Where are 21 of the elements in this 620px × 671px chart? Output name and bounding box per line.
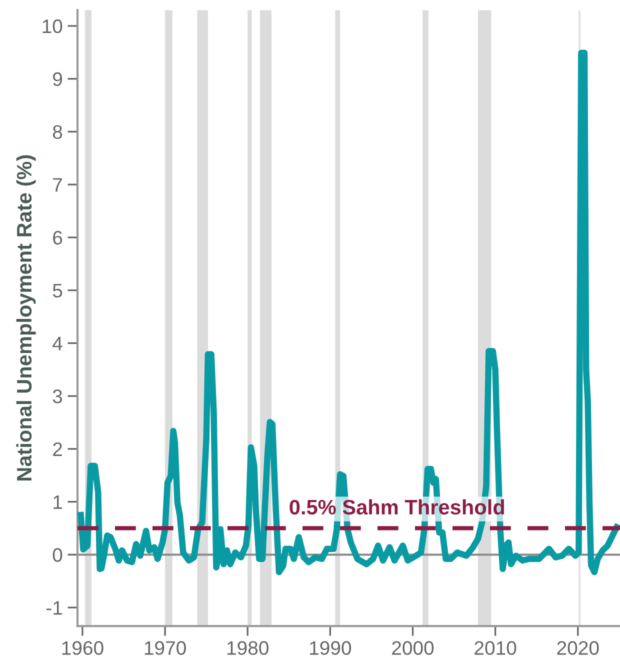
y-tick-label: 6 [53,230,62,245]
y-tick-label: 8 [52,125,62,139]
y-tick-label: 2 [53,442,62,456]
y-tick-label: 3 [52,390,62,404]
x-tick-label: 2010 [474,641,516,655]
x-tick-label: 1960 [62,641,104,655]
x-tick-label: 1990 [310,641,352,655]
y-tick-label: 1 [54,495,62,509]
y-tick-label: 10 [42,19,62,34]
y-tick-label: 9 [53,72,62,86]
y-tick-label: 4 [52,336,62,350]
x-tick-label: 2000 [392,641,434,655]
y-tick-label: -1 [46,601,62,615]
x-tick-label: 1970 [144,641,186,655]
y-axis-title: National Unemployment Rate (%) [16,155,36,480]
y-tick-label: 5 [52,284,62,298]
y-tick-label: 0 [52,548,62,562]
y-tick-label: 7 [53,178,62,192]
x-tick-label: 1980 [227,641,268,655]
ref-line-label: 0.5% Sahm Threshold [290,499,504,515]
x-tick-label: 2020 [557,641,599,655]
